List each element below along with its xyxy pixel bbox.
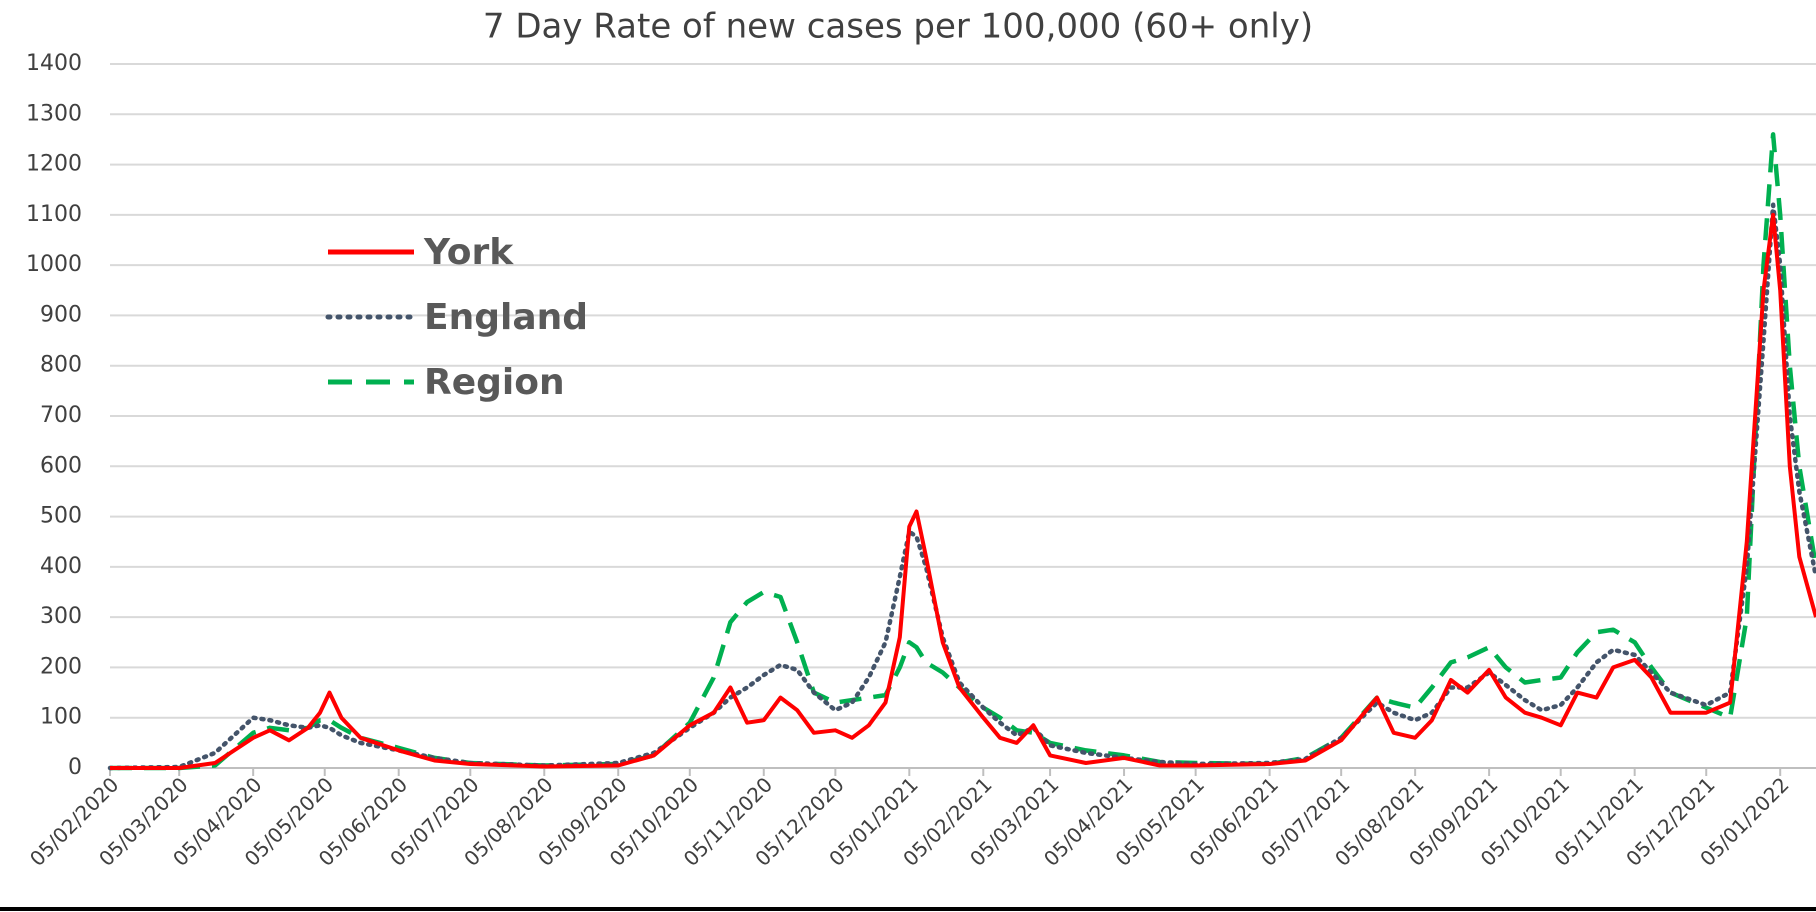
series-line bbox=[107, 202, 1816, 771]
y-tick-label: 1300 bbox=[26, 101, 82, 126]
y-tick-label: 300 bbox=[40, 604, 82, 629]
chart-title: 7 Day Rate of new cases per 100,000 (60+… bbox=[483, 7, 1313, 47]
y-tick-label: 500 bbox=[40, 504, 82, 529]
y-tick-label: 600 bbox=[40, 453, 82, 478]
y-tick-label: 1100 bbox=[26, 202, 82, 227]
y-tick-label: 800 bbox=[40, 353, 82, 378]
y-tick-label: 0 bbox=[68, 755, 82, 780]
y-tick-label: 400 bbox=[40, 554, 82, 579]
legend-label: Region bbox=[424, 362, 565, 403]
y-tick-label: 900 bbox=[40, 302, 82, 327]
y-tick-label: 1400 bbox=[26, 51, 82, 76]
y-tick-label: 100 bbox=[40, 705, 82, 730]
legend-label: England bbox=[424, 297, 588, 338]
y-tick-label: 1000 bbox=[26, 252, 82, 277]
y-tick-label: 700 bbox=[40, 403, 82, 428]
y-tick-label: 1200 bbox=[26, 152, 82, 177]
y-tick-label: 200 bbox=[40, 654, 82, 679]
series-line bbox=[110, 212, 1816, 770]
legend-label: York bbox=[423, 232, 514, 273]
